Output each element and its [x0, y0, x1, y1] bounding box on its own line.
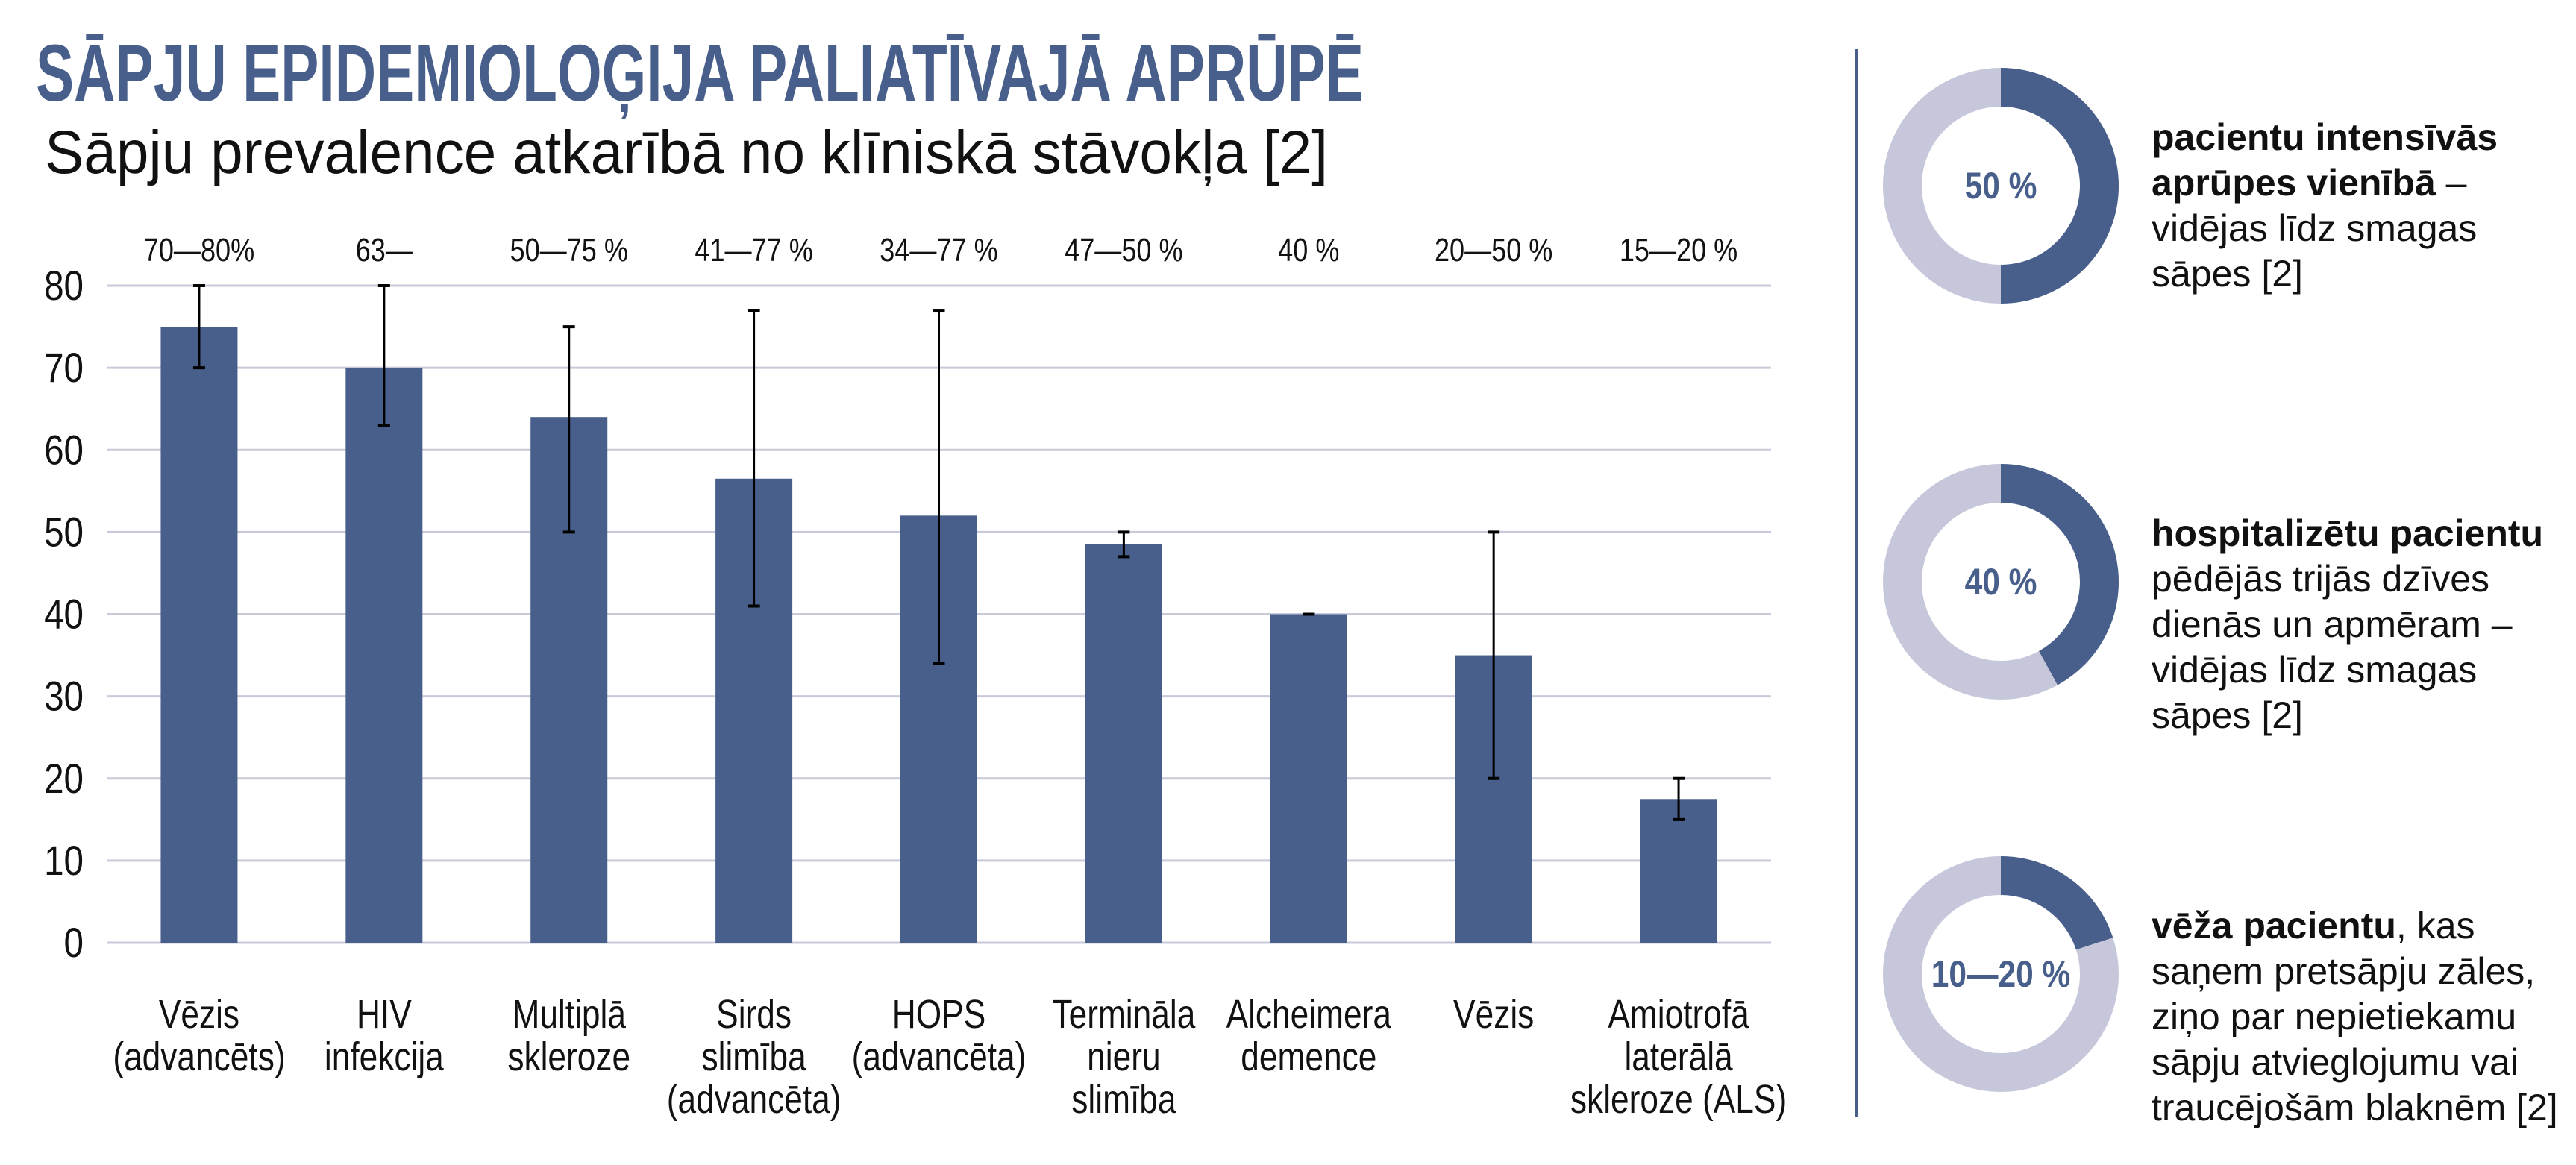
y-tick-label: 0: [64, 920, 84, 966]
y-tick-label: 30: [44, 673, 84, 720]
y-tick-label: 20: [44, 756, 84, 802]
error-bar: [1118, 530, 1130, 559]
stat-description: pacientu intensīvās aprūpes vienībā – vi…: [2152, 115, 2569, 297]
stat-description: hospitalizētu pacientu pēdējās trijās dz…: [2152, 511, 2569, 738]
category-label: Vēzis: [159, 992, 239, 1037]
stat-detail: , kas saņem pretsāpju zāles, ziņo par ne…: [2152, 905, 2558, 1128]
category-label: HOPS: [892, 992, 985, 1037]
y-tick-label: 40: [44, 591, 84, 638]
error-bar: [1673, 776, 1685, 821]
bar-chart: 0102030405060708070—80%Vēzis(advancēts)6…: [44, 232, 1787, 1122]
stat-detail: pēdējās trijās dzīves dienās un apmēram …: [2152, 558, 2513, 736]
top-range-label: 34—77 %: [880, 232, 997, 269]
bar: [160, 327, 238, 943]
category-label: Vēzis: [1453, 992, 1534, 1037]
donut-segment: [2000, 464, 2119, 685]
error-bar: [377, 284, 390, 427]
donut-value: 50 %: [1965, 165, 2037, 207]
top-range-label: 40 %: [1278, 232, 1339, 269]
category-label: infekcija: [325, 1034, 444, 1079]
donut-value: 40 %: [1965, 561, 2037, 603]
stat-highlight: vēža pacientu: [2152, 905, 2396, 946]
error-bar: [1488, 530, 1500, 780]
y-tick-label: 70: [44, 345, 84, 392]
donut-stats: 50 % 40 % 10—20 %: [1883, 68, 2119, 1092]
top-range-label: 47—50 %: [1065, 232, 1182, 269]
donut-segment: [2000, 856, 2113, 950]
top-range-label: 70—80%: [144, 232, 254, 269]
category-label: Sirds: [716, 992, 792, 1037]
bar: [1640, 799, 1717, 943]
category-label: Amiotrofā: [1608, 992, 1749, 1037]
stat-highlight: hospitalizētu pacientu: [2152, 512, 2544, 554]
donut-chart: 40 %: [1883, 464, 2119, 700]
page-title: SĀPJU EPIDEMIOLOĢIJA PALIATĪVAJĀ APRŪPĒ: [36, 28, 1364, 119]
donut-segment: [2000, 68, 2119, 304]
category-label: Termināla: [1052, 992, 1195, 1037]
stat-detail: – vidējas līdz smagas sāpes [2]: [2152, 162, 2478, 295]
bar: [345, 368, 423, 943]
category-label: Alcheimera: [1226, 992, 1392, 1037]
donut-chart: 10—20 %: [1883, 856, 2119, 1092]
category-label: nieru: [1087, 1034, 1160, 1079]
category-label: laterālā: [1624, 1034, 1733, 1079]
category-label: skleroze: [507, 1034, 630, 1079]
stat-description: vēža pacientu, kas saņem pretsāpju zāles…: [2152, 903, 2569, 1131]
category-label: (advancēta): [667, 1077, 842, 1122]
y-tick-label: 50: [44, 509, 84, 556]
page-subtitle: Sāpju prevalence atkarībā no klīniskā st…: [45, 119, 1328, 186]
top-range-label: 20—50 %: [1435, 232, 1552, 269]
bar: [1085, 544, 1162, 943]
error-bar: [933, 309, 945, 665]
top-range-label: 15—20 %: [1620, 232, 1737, 269]
category-label: HIV: [357, 992, 412, 1037]
top-range-label: 41—77 %: [695, 232, 812, 269]
donut-value: 10—20 %: [1931, 953, 2071, 995]
top-range-label: 63—: [356, 232, 413, 269]
error-bar: [192, 284, 205, 370]
y-tick-label: 80: [44, 263, 84, 309]
category-label: skleroze (ALS): [1570, 1077, 1787, 1122]
error-bar: [748, 309, 760, 608]
y-tick-label: 60: [44, 427, 84, 474]
stat-highlight: pacientu intensīvās aprūpes vienībā: [2152, 116, 2498, 204]
y-tick-label: 10: [44, 838, 84, 884]
category-label: slimība: [702, 1034, 807, 1079]
category-label: demence: [1241, 1034, 1376, 1079]
category-label: (advancēts): [113, 1034, 285, 1079]
donut-chart: 50 %: [1883, 68, 2119, 304]
category-label: Multiplā: [512, 992, 626, 1037]
bar: [1270, 614, 1347, 943]
error-bar: [562, 325, 575, 534]
top-range-label: 50—75 %: [510, 232, 628, 269]
category-label: (advancēta): [852, 1034, 1027, 1079]
category-label: slimība: [1071, 1077, 1176, 1122]
